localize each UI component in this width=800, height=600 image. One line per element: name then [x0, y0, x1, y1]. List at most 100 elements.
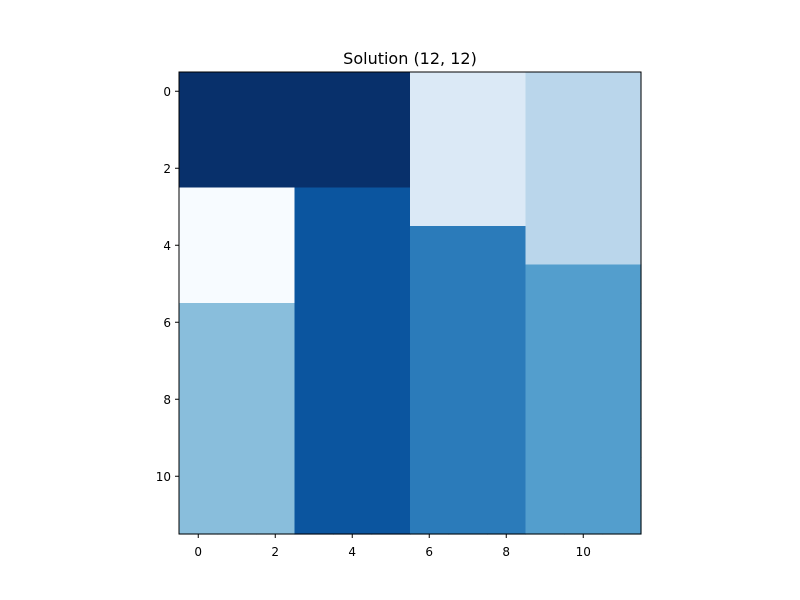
heatmap-cell-r3-c8 — [487, 187, 527, 227]
heatmap-cell-r11-c11 — [602, 495, 642, 535]
heatmap-cell-r6-c1 — [217, 303, 257, 343]
heatmap-cell-r5-c10 — [564, 264, 604, 304]
heatmap-cell-r8-c1 — [217, 380, 257, 420]
heatmap-cell-r9-c8 — [487, 418, 527, 458]
heatmap-cells — [179, 72, 642, 535]
heatmap-cell-r7-c3 — [294, 341, 334, 381]
x-tick-label: 2 — [271, 545, 279, 559]
heatmap-cell-r9-c3 — [294, 418, 334, 458]
heatmap-cell-r8-c3 — [294, 380, 334, 420]
heatmap-cell-r0-c6 — [410, 72, 450, 112]
heatmap-cell-r9-c10 — [564, 418, 604, 458]
heatmap-cell-r4-c5 — [371, 226, 411, 266]
heatmap-cell-r9-c2 — [256, 418, 296, 458]
heatmap-cell-r11-c0 — [179, 495, 219, 535]
heatmap-cell-r1-c4 — [333, 110, 373, 150]
heatmap-cell-r8-c7 — [448, 380, 488, 420]
heatmap-cell-r5-c7 — [448, 264, 488, 304]
heatmap-cell-r4-c11 — [602, 226, 642, 266]
heatmap-cell-r0-c1 — [217, 72, 257, 112]
y-tick-label: 8 — [163, 393, 171, 407]
heatmap-cell-r0-c5 — [371, 72, 411, 112]
heatmap-cell-r8-c4 — [333, 380, 373, 420]
heatmap-cell-r0-c4 — [333, 72, 373, 112]
chart-title: Solution (12, 12) — [343, 49, 477, 68]
heatmap-cell-r6-c6 — [410, 303, 450, 343]
heatmap-cell-r9-c5 — [371, 418, 411, 458]
heatmap-cell-r5-c3 — [294, 264, 334, 304]
heatmap-cell-r6-c0 — [179, 303, 219, 343]
heatmap-cell-r0-c0 — [179, 72, 219, 112]
heatmap-cell-r4-c4 — [333, 226, 373, 266]
heatmap-cell-r0-c9 — [525, 72, 565, 112]
heatmap-cell-r7-c6 — [410, 341, 450, 381]
heatmap-cell-r5-c11 — [602, 264, 642, 304]
heatmap-cell-r4-c1 — [217, 226, 257, 266]
heatmap-cell-r1-c3 — [294, 110, 334, 150]
heatmap-cell-r1-c6 — [410, 110, 450, 150]
heatmap-cell-r0-c3 — [294, 72, 334, 112]
heatmap-cell-r11-c8 — [487, 495, 527, 535]
heatmap-cell-r7-c5 — [371, 341, 411, 381]
heatmap-cell-r7-c7 — [448, 341, 488, 381]
heatmap-cell-r0-c8 — [487, 72, 527, 112]
heatmap-cell-r11-c7 — [448, 495, 488, 535]
plot-frame — [178, 71, 642, 535]
heatmap-cell-r5-c4 — [333, 264, 373, 304]
heatmap-cell-r7-c9 — [525, 341, 565, 381]
heatmap-cell-r3-c3 — [294, 187, 334, 227]
heatmap-cell-r11-c4 — [333, 495, 373, 535]
heatmap-cell-r6-c9 — [525, 303, 565, 343]
heatmap-cell-r3-c4 — [333, 187, 373, 227]
heatmap-cell-r6-c4 — [333, 303, 373, 343]
heatmap-cell-r0-c10 — [564, 72, 604, 112]
heatmap-cell-r3-c10 — [564, 187, 604, 227]
x-tick-label: 8 — [502, 545, 510, 559]
heatmap-cell-r9-c7 — [448, 418, 488, 458]
heatmap-cell-r8-c6 — [410, 380, 450, 420]
heatmap-cell-r6-c8 — [487, 303, 527, 343]
heatmap-cell-r10-c5 — [371, 457, 411, 497]
heatmap-cell-r4-c3 — [294, 226, 334, 266]
heatmap-cell-r3-c9 — [525, 187, 565, 227]
heatmap-cell-r6-c2 — [256, 303, 296, 343]
x-tick-label: 6 — [425, 545, 433, 559]
heatmap-cell-r11-c1 — [217, 495, 257, 535]
heatmap-cell-r10-c4 — [333, 457, 373, 497]
heatmap-cell-r3-c7 — [448, 187, 488, 227]
x-tick-label: 0 — [194, 545, 202, 559]
heatmap-cell-r4-c10 — [564, 226, 604, 266]
heatmap-cell-r2-c3 — [294, 149, 334, 189]
heatmap-cell-r5-c8 — [487, 264, 527, 304]
heatmap-cell-r2-c8 — [487, 149, 527, 189]
x-tick-label: 4 — [348, 545, 356, 559]
heatmap-cell-r11-c5 — [371, 495, 411, 535]
heatmap-cell-r10-c7 — [448, 457, 488, 497]
heatmap-cell-r9-c9 — [525, 418, 565, 458]
heatmap-cell-r10-c1 — [217, 457, 257, 497]
heatmap-cell-r3-c1 — [217, 187, 257, 227]
heatmap-cell-r9-c6 — [410, 418, 450, 458]
heatmap-cell-r10-c11 — [602, 457, 642, 497]
heatmap-cell-r8-c9 — [525, 380, 565, 420]
heatmap-cell-r10-c6 — [410, 457, 450, 497]
heatmap-cell-r9-c1 — [217, 418, 257, 458]
heatmap-cell-r9-c0 — [179, 418, 219, 458]
heatmap-cell-r6-c5 — [371, 303, 411, 343]
heatmap-cell-r8-c8 — [487, 380, 527, 420]
heatmap-cell-r4-c9 — [525, 226, 565, 266]
heatmap-cell-r5-c5 — [371, 264, 411, 304]
heatmap-cell-r5-c0 — [179, 264, 219, 304]
heatmap-cell-r11-c2 — [256, 495, 296, 535]
heatmap-cell-r11-c9 — [525, 495, 565, 535]
heatmap-cell-r1-c0 — [179, 110, 219, 150]
heatmap-cell-r11-c10 — [564, 495, 604, 535]
heatmap-cell-r8-c11 — [602, 380, 642, 420]
heatmap-cell-r8-c5 — [371, 380, 411, 420]
heatmap-cell-r2-c5 — [371, 149, 411, 189]
heatmap-cell-r4-c0 — [179, 226, 219, 266]
x-tick-label: 10 — [576, 545, 591, 559]
heatmap-cell-r7-c11 — [602, 341, 642, 381]
heatmap-cell-r5-c2 — [256, 264, 296, 304]
heatmap-cell-r8-c0 — [179, 380, 219, 420]
